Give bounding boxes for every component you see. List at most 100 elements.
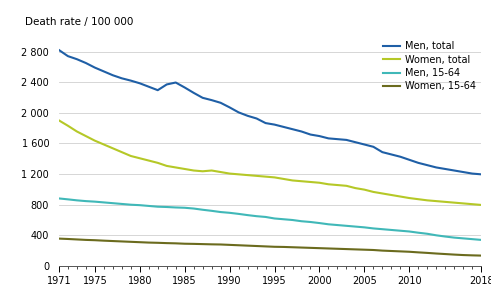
Men, 15-64 bbox=[434, 233, 439, 237]
Women, 15-64 bbox=[128, 240, 134, 244]
Women, 15-64 bbox=[388, 249, 394, 253]
Women, 15-64 bbox=[209, 243, 215, 246]
Men, 15-64 bbox=[380, 227, 385, 231]
Men, 15-64 bbox=[317, 221, 323, 225]
Women, 15-64 bbox=[101, 239, 107, 243]
Legend: Men, total, Women, total, Men, 15-64, Women, 15-64: Men, total, Women, total, Men, 15-64, Wo… bbox=[381, 39, 478, 93]
Women, 15-64 bbox=[415, 251, 421, 254]
Men, 15-64 bbox=[263, 215, 269, 219]
Women, total bbox=[110, 146, 116, 150]
Women, 15-64 bbox=[407, 250, 412, 254]
Men, total bbox=[442, 167, 448, 171]
Women, total bbox=[460, 202, 466, 205]
Women, 15-64 bbox=[334, 247, 340, 251]
Women, total bbox=[334, 183, 340, 187]
Men, total bbox=[173, 81, 179, 84]
Men, 15-64 bbox=[353, 225, 358, 228]
Line: Men, 15-64: Men, 15-64 bbox=[59, 198, 481, 240]
Men, 15-64 bbox=[101, 201, 107, 204]
Men, 15-64 bbox=[92, 200, 98, 204]
Men, 15-64 bbox=[478, 238, 484, 242]
Men, total bbox=[290, 127, 296, 131]
Women, total bbox=[317, 181, 323, 185]
Women, 15-64 bbox=[451, 253, 457, 256]
Men, 15-64 bbox=[370, 226, 376, 230]
Women, 15-64 bbox=[182, 242, 188, 246]
Women, total bbox=[388, 193, 394, 197]
Women, 15-64 bbox=[434, 252, 439, 255]
Women, 15-64 bbox=[155, 241, 161, 245]
Women, total bbox=[451, 201, 457, 204]
Women, 15-64 bbox=[361, 248, 367, 252]
Men, 15-64 bbox=[451, 236, 457, 239]
Men, total bbox=[74, 57, 80, 61]
Men, 15-64 bbox=[254, 214, 260, 218]
Women, total bbox=[74, 130, 80, 133]
Men, total bbox=[272, 123, 277, 127]
Men, 15-64 bbox=[173, 206, 179, 209]
Women, 15-64 bbox=[227, 243, 233, 247]
Men, total bbox=[361, 143, 367, 146]
Women, total bbox=[254, 174, 260, 178]
Women, total bbox=[137, 156, 143, 160]
Men, total bbox=[469, 172, 475, 175]
Men, 15-64 bbox=[344, 224, 350, 228]
Women, total bbox=[56, 119, 62, 122]
Men, total bbox=[397, 155, 403, 159]
Men, total bbox=[164, 83, 170, 86]
Men, 15-64 bbox=[56, 197, 62, 200]
Men, 15-64 bbox=[155, 205, 161, 208]
Women, 15-64 bbox=[424, 251, 430, 255]
Men, 15-64 bbox=[460, 236, 466, 240]
Men, total bbox=[434, 165, 439, 169]
Men, 15-64 bbox=[469, 237, 475, 241]
Women, 15-64 bbox=[380, 249, 385, 252]
Men, 15-64 bbox=[218, 210, 223, 214]
Women, 15-64 bbox=[56, 237, 62, 240]
Men, total bbox=[110, 73, 116, 77]
Men, total bbox=[146, 85, 152, 88]
Women, total bbox=[173, 165, 179, 169]
Women, 15-64 bbox=[83, 238, 89, 242]
Men, 15-64 bbox=[209, 209, 215, 213]
Men, 15-64 bbox=[334, 223, 340, 227]
Men, total bbox=[334, 137, 340, 141]
Women, 15-64 bbox=[254, 244, 260, 248]
Men, total bbox=[92, 66, 98, 69]
Women, total bbox=[280, 177, 286, 181]
Men, total bbox=[218, 101, 223, 104]
Women, total bbox=[83, 134, 89, 138]
Women, total bbox=[191, 169, 196, 172]
Women, 15-64 bbox=[272, 245, 277, 249]
Women, total bbox=[209, 169, 215, 172]
Women, total bbox=[299, 179, 304, 183]
Men, 15-64 bbox=[227, 211, 233, 215]
Men, 15-64 bbox=[397, 229, 403, 233]
Women, total bbox=[307, 180, 313, 184]
Men, total bbox=[182, 86, 188, 89]
Men, total bbox=[209, 98, 215, 102]
Men, total bbox=[380, 150, 385, 154]
Men, total bbox=[254, 117, 260, 120]
Women, 15-64 bbox=[146, 241, 152, 244]
Women, total bbox=[442, 200, 448, 204]
Men, 15-64 bbox=[74, 198, 80, 202]
Men, total bbox=[280, 125, 286, 129]
Women, 15-64 bbox=[65, 237, 71, 241]
Women, 15-64 bbox=[200, 242, 206, 246]
Men, 15-64 bbox=[307, 220, 313, 224]
Men, total bbox=[128, 79, 134, 82]
Women, total bbox=[227, 172, 233, 175]
Men, total bbox=[200, 96, 206, 100]
Women, total bbox=[290, 179, 296, 182]
Women, total bbox=[424, 198, 430, 202]
Men, total bbox=[460, 170, 466, 174]
Text: Death rate / 100 000: Death rate / 100 000 bbox=[25, 17, 134, 27]
Women, 15-64 bbox=[110, 239, 116, 243]
Men, total bbox=[227, 106, 233, 109]
Women, total bbox=[272, 175, 277, 179]
Men, total bbox=[344, 138, 350, 142]
Men, total bbox=[263, 121, 269, 125]
Men, total bbox=[415, 161, 421, 165]
Women, 15-64 bbox=[290, 246, 296, 249]
